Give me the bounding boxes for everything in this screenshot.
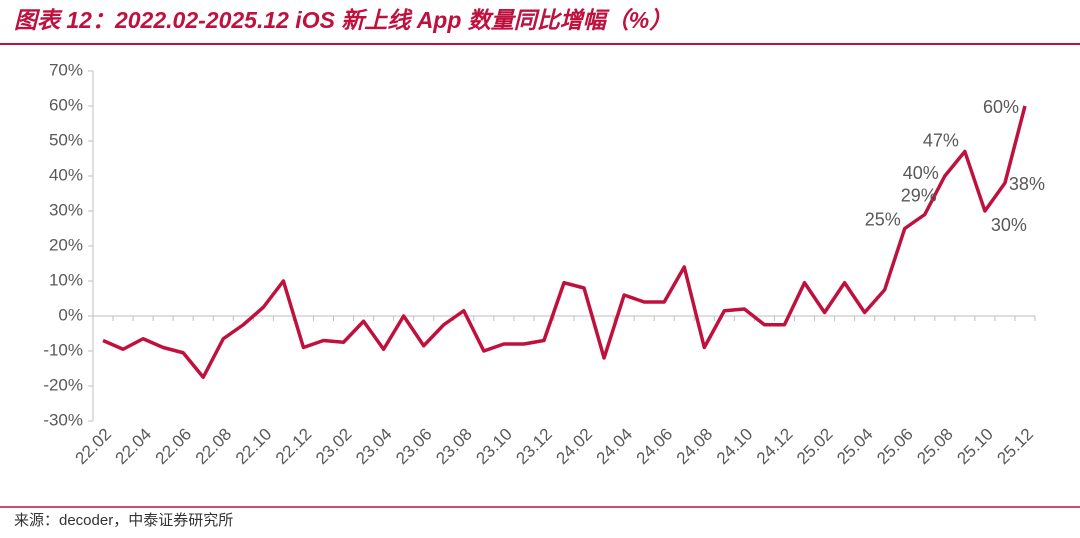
y-tick-label: 40% [49,165,83,184]
y-tick-label: 0% [58,305,83,324]
x-tick-label: 25.08 [913,425,957,469]
x-tick-label: 25.12 [993,425,1037,469]
x-tick-label: 23.06 [392,425,436,469]
x-tick-label: 24.06 [633,425,677,469]
x-tick-label: 22.08 [192,425,236,469]
y-tick-label: 70% [49,60,83,79]
x-tick-label: 23.04 [352,425,396,469]
x-tick-label: 25.06 [873,425,917,469]
y-tick-label: 20% [49,235,83,254]
x-tick-label: 23.12 [512,425,556,469]
x-tick-label: 23.08 [432,425,476,469]
y-tick-label: 10% [49,270,83,289]
x-tick-label: 22.02 [72,425,116,469]
x-tick-label: 24.10 [713,425,757,469]
chart-title: 图表 12：2022.02-2025.12 iOS 新上线 App 数量同比增幅… [14,7,672,33]
x-tick-label: 22.06 [152,425,196,469]
x-tick-label: 25.10 [953,425,997,469]
line [102,105,1027,379]
y-tick-label: 60% [49,95,83,114]
data-label: 29% [901,185,937,205]
x-tick-label: 24.12 [753,425,797,469]
y-tick-label: -20% [43,375,83,394]
data-label: 30% [991,215,1027,235]
x-tick-label: 23.10 [472,425,516,469]
y-tick-label: 30% [49,200,83,219]
y-tick-label: -30% [43,410,83,429]
x-tick-label: 22.12 [272,425,316,469]
x-tick-label: 24.08 [673,425,717,469]
data-label: 38% [1009,174,1045,194]
y-tick-label: -10% [43,340,83,359]
x-tick-label: 22.04 [112,425,156,469]
x-tick-label: 24.04 [593,425,637,469]
source: 来源：decoder，中泰证券研究所 [14,512,233,529]
data-label: 25% [865,209,901,229]
y-tick-label: 50% [49,130,83,149]
data-label: 60% [983,97,1019,117]
x-tick-label: 23.02 [312,425,356,469]
x-tick-label: 25.02 [793,425,837,469]
data-label: 40% [903,163,939,183]
data-label: 47% [923,130,959,150]
x-tick-label: 22.10 [232,425,276,469]
x-tick-label: 24.02 [553,425,597,469]
x-tick-label: 25.04 [833,425,877,469]
